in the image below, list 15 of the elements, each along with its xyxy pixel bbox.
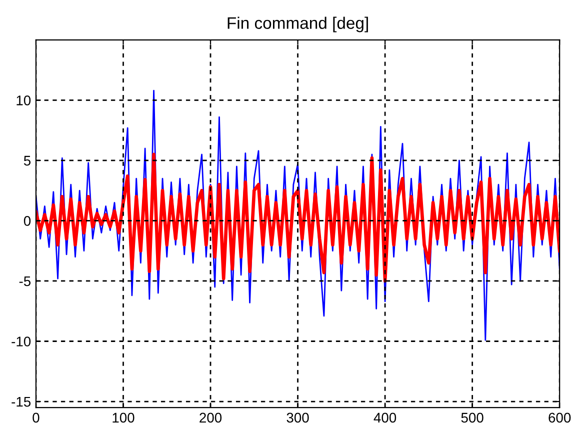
x-tick-label: 600 — [548, 412, 571, 423]
y-tick-label: -5 — [19, 276, 31, 286]
y-tick-label: 10 — [16, 96, 31, 106]
y-tick-label: 0 — [24, 216, 31, 226]
x-tick-label: 0 — [32, 412, 40, 423]
line-series — [36, 152, 560, 283]
x-tick-label: 100 — [112, 412, 134, 423]
x-tick-label: 500 — [461, 412, 484, 423]
y-tick-label: 5 — [24, 156, 31, 166]
x-tick-label: 300 — [286, 412, 309, 423]
y-tick-label: -15 — [12, 397, 31, 407]
y-tick-label: -10 — [12, 336, 31, 346]
x-tick-label: 200 — [200, 412, 222, 423]
chart-title: Fin command [deg] — [228, 16, 368, 32]
x-tick-label: 400 — [374, 412, 396, 423]
